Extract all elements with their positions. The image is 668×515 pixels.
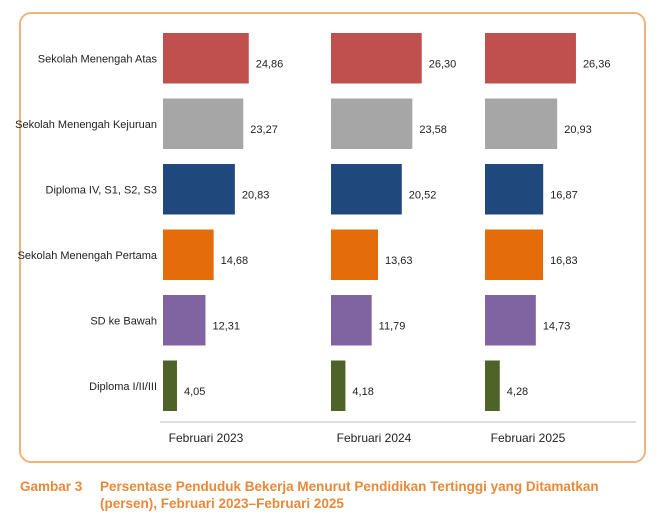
- category-label: Sekolah Menengah Pertama: [18, 250, 158, 262]
- data-label: 14,73: [543, 320, 571, 332]
- bar: [163, 360, 177, 411]
- data-label: 26,36: [583, 58, 611, 70]
- category-label: SD ke Bawah: [90, 315, 157, 327]
- data-label: 11,79: [379, 320, 406, 332]
- data-label: 23,58: [419, 124, 447, 136]
- bar: [331, 360, 346, 411]
- bar: [485, 98, 558, 149]
- caption-text: Persentase Penduduk Bekerja Menurut Pend…: [100, 479, 599, 511]
- category-label: Diploma IV, S1, S2, S3: [46, 184, 158, 196]
- figure-caption: Gambar 3 Persentase Penduduk Bekerja Men…: [20, 478, 656, 512]
- panel-label: Februari 2024: [337, 431, 412, 445]
- data-label: 16,87: [550, 189, 578, 201]
- bar: [331, 229, 379, 280]
- caption-label: Gambar 3: [20, 479, 83, 494]
- data-label: 13,63: [385, 255, 413, 267]
- data-label: 14,68: [221, 255, 249, 267]
- chart-frame: [19, 12, 646, 463]
- bar: [331, 164, 402, 215]
- bar: [163, 98, 244, 149]
- data-label: 24,86: [256, 58, 284, 70]
- data-label: 20,83: [242, 189, 270, 201]
- data-label: 12,31: [212, 320, 240, 332]
- panel-label: Februari 2023: [169, 431, 244, 445]
- bar: [485, 164, 544, 215]
- category-label: Sekolah Menengah Atas: [38, 53, 158, 65]
- bar: [163, 33, 249, 84]
- category-label: Diploma I/II/III: [89, 381, 157, 393]
- bar: [485, 295, 536, 346]
- data-label: 4,28: [507, 386, 528, 398]
- bar: [485, 33, 576, 84]
- bar: [163, 229, 214, 280]
- data-label: 20,52: [409, 189, 437, 201]
- panel-label: Februari 2025: [491, 431, 566, 445]
- bar: [331, 33, 422, 84]
- data-label: 4,18: [352, 386, 373, 398]
- data-label: 20,93: [564, 124, 592, 136]
- bar: [331, 295, 372, 346]
- bar: [163, 164, 235, 215]
- data-label: 4,05: [184, 386, 205, 398]
- bar: [163, 295, 206, 346]
- bar: [485, 360, 500, 411]
- bar: [485, 229, 544, 280]
- bar: [331, 98, 413, 149]
- data-label: 23,27: [250, 124, 278, 136]
- category-label: Sekolah Menengah Kejuruan: [15, 119, 157, 131]
- data-label: 26,30: [429, 58, 457, 70]
- data-label: 16,83: [550, 255, 578, 267]
